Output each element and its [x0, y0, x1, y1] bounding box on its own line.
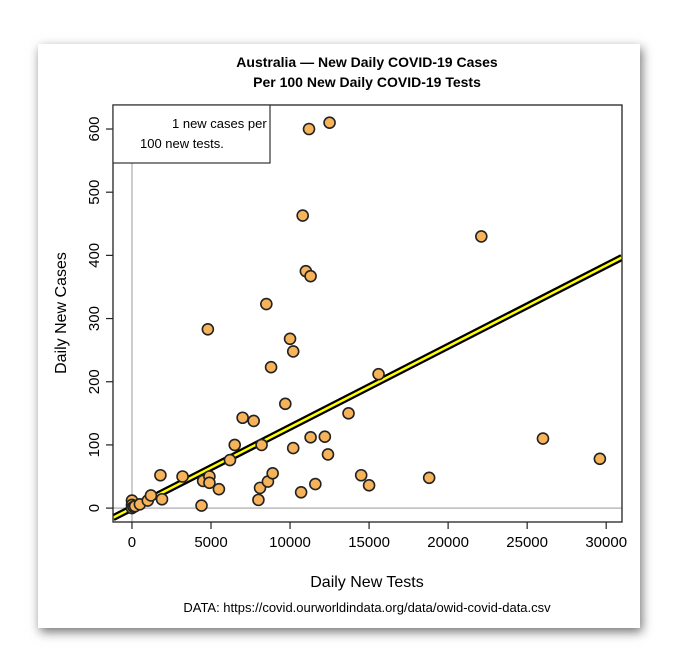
y-tick-label: 500	[86, 180, 103, 205]
data-point	[342, 407, 355, 420]
x-tick-label: 15000	[348, 534, 390, 551]
x-tick-label: 5000	[194, 534, 227, 551]
data-point	[154, 468, 167, 482]
data-point	[203, 476, 216, 490]
x-tick-label: 0	[128, 534, 136, 551]
data-point	[255, 438, 268, 452]
data-point	[201, 322, 215, 336]
data-point	[195, 499, 208, 512]
chart-title-line-1: Australia — New Daily COVID-19 Cases	[236, 54, 498, 70]
data-point	[422, 471, 436, 485]
legend-text-line-1: 1 new cases per	[172, 116, 267, 131]
data-point	[593, 452, 607, 466]
data-point	[475, 230, 488, 243]
data-point	[536, 432, 550, 445]
data-point	[318, 430, 332, 444]
data-point	[321, 448, 335, 461]
data-point	[354, 468, 368, 482]
data-point	[294, 486, 308, 499]
data-point	[212, 482, 226, 496]
y-tick-label: 300	[86, 306, 103, 331]
data-point	[286, 441, 300, 455]
data-point	[304, 269, 317, 283]
legend-text-line-2: 100 new tests.	[140, 136, 224, 151]
data-point	[283, 332, 297, 346]
data-point	[372, 367, 385, 381]
data-point	[155, 492, 169, 506]
data-point	[266, 467, 279, 480]
fit-line-group	[113, 254, 622, 521]
chart-title-line-2: Per 100 New Daily COVID-19 Tests	[253, 74, 481, 90]
x-tick-label: 10000	[269, 534, 311, 551]
y-axis-label: Daily New Cases	[53, 252, 70, 374]
x-tick-label: 25000	[506, 534, 548, 551]
data-point	[286, 345, 300, 358]
data-point	[264, 360, 278, 374]
data-source-caption: DATA: https://covid.ourworldindata.org/d…	[183, 600, 551, 615]
data-point	[304, 431, 317, 444]
y-tick-label: 600	[86, 116, 103, 141]
data-point	[302, 122, 316, 136]
data-point	[247, 414, 260, 428]
data-point	[296, 209, 309, 222]
data-point	[362, 479, 376, 492]
data-point	[260, 297, 273, 311]
data-point	[176, 470, 189, 483]
data-point	[279, 397, 292, 411]
legend-box	[112, 104, 271, 164]
x-tick-label: 20000	[427, 534, 469, 551]
x-axis-label: Daily New Tests	[310, 574, 424, 591]
y-tick-label: 100	[86, 432, 103, 457]
fit-line	[113, 256, 622, 519]
data-point	[223, 453, 237, 467]
data-point	[144, 489, 158, 502]
data-point	[236, 411, 249, 425]
data-point	[323, 116, 336, 129]
data-point	[252, 493, 265, 507]
x-tick-label: 30000	[585, 534, 627, 551]
plot-frame	[112, 104, 623, 523]
data-point	[309, 477, 322, 491]
data-point	[228, 438, 242, 452]
y-tick-label: 0	[86, 504, 103, 512]
y-tick-label: 400	[86, 243, 103, 268]
y-tick-label: 200	[86, 369, 103, 394]
